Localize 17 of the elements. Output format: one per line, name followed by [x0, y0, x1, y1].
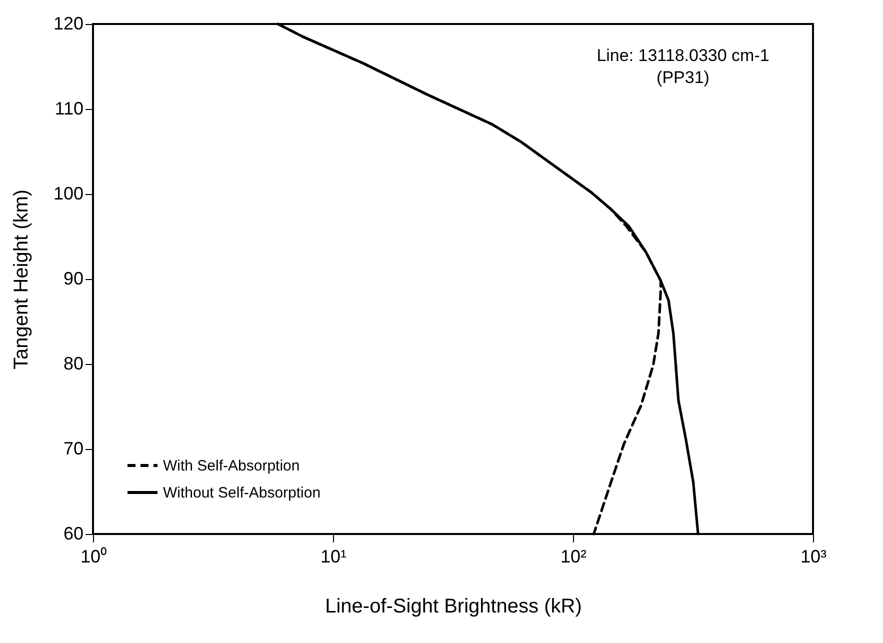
y-axis-title: Tangent Height (km)	[10, 189, 32, 370]
legend-label: Without Self-Absorption	[163, 484, 321, 502]
y-tick-label: 80	[63, 354, 84, 374]
x-tick-label: 10⁰	[80, 546, 107, 566]
y-tick-label: 70	[63, 438, 84, 458]
annotation: Line: 13118.0330 cm-1	[596, 46, 770, 65]
legend-label: With Self-Absorption	[163, 458, 300, 474]
annotation: (PP31)	[656, 68, 710, 87]
y-tick-label: 120	[53, 14, 84, 34]
x-tick-label: 10³	[800, 546, 827, 566]
y-tick-label: 110	[54, 98, 84, 118]
y-tick-label: 100	[53, 184, 84, 204]
y-tick-label: 60	[63, 524, 84, 544]
x-tick-label: 10¹	[320, 546, 347, 566]
y-tick-label: 90	[63, 268, 84, 288]
x-axis-title: Line-of-Sight Brightness (kR)	[325, 596, 582, 618]
x-tick-label: 10²	[560, 546, 587, 566]
